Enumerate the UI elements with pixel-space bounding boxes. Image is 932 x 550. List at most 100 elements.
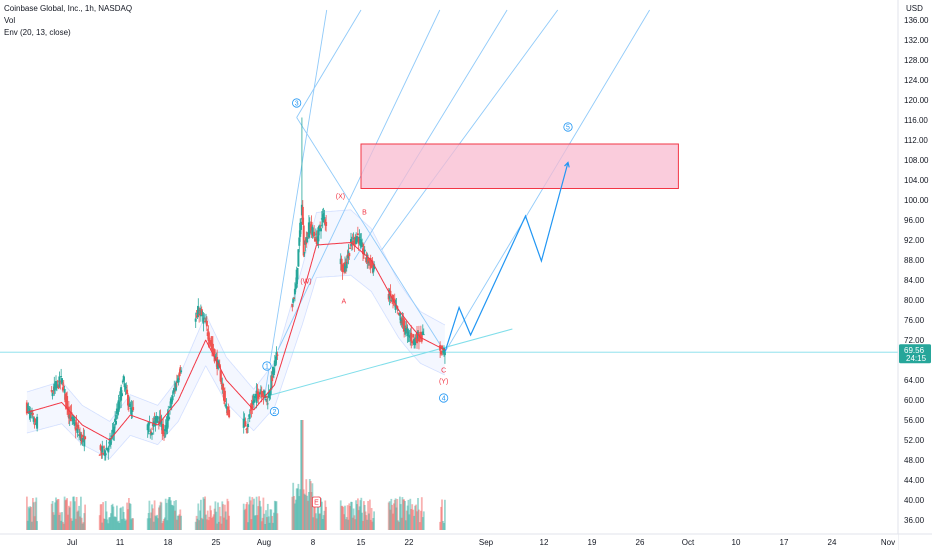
volume-bar xyxy=(254,515,256,530)
pitchfork-line[interactable] xyxy=(263,9,328,401)
wave-label-w[interactable]: (W) xyxy=(300,278,311,285)
volume-bar xyxy=(312,517,315,530)
volume-bar xyxy=(322,515,325,530)
last-price-badge[interactable] xyxy=(899,344,931,364)
pitchfork-line[interactable] xyxy=(296,117,446,353)
candle-body xyxy=(271,376,274,382)
volume-bar xyxy=(105,511,108,530)
wave-label-c[interactable]: C xyxy=(441,367,446,374)
volume-bar xyxy=(207,520,210,530)
chart-legend: Coinbase Global, Inc., 1h, NASDAQ Vol En… xyxy=(4,3,132,39)
candle-body xyxy=(311,226,314,235)
pitchfork-line[interactable] xyxy=(381,9,559,251)
wave-label-b[interactable]: B xyxy=(362,209,367,216)
candle-body xyxy=(175,381,178,383)
volume-bar xyxy=(99,504,102,530)
candle-body xyxy=(394,304,397,310)
candle-body xyxy=(228,409,231,418)
volume-bar xyxy=(362,520,364,530)
candle-body xyxy=(60,376,63,377)
volume-bar xyxy=(111,503,114,530)
volume-bar xyxy=(83,513,86,530)
time-axis[interactable]: Jul 11 18 25 Aug 8 15 22 Sep 12 19 26 Oct 10 17 24 Nov xyxy=(0,533,932,550)
volume-bar xyxy=(219,516,222,530)
candle-body xyxy=(421,331,424,335)
candle-body xyxy=(348,253,351,257)
candle-body xyxy=(34,418,37,423)
candle-body xyxy=(156,416,159,423)
time-tick-label: Nov xyxy=(881,538,895,547)
volume-bar xyxy=(197,503,200,530)
envelope-legend[interactable]: Env (20, 13, close) xyxy=(4,28,71,37)
volume-bar xyxy=(348,503,351,530)
volume-bar xyxy=(173,500,176,530)
price-tick-label: 36.00 xyxy=(904,516,925,525)
volume-legend[interactable]: Vol xyxy=(4,16,16,25)
candle-body xyxy=(113,426,116,434)
candle-body xyxy=(296,268,299,280)
candle-body xyxy=(203,317,206,319)
candle-body xyxy=(268,392,271,399)
volume-bar xyxy=(397,520,399,530)
volume-bar xyxy=(171,505,174,530)
pitchfork-line[interactable] xyxy=(296,9,362,118)
volume-bar xyxy=(130,519,133,530)
volume-bar xyxy=(272,522,274,530)
candle-body xyxy=(443,348,445,354)
candle-body xyxy=(361,242,364,247)
wave-label-3[interactable]: 3 xyxy=(292,98,302,108)
volume-bar xyxy=(297,483,300,530)
wave-label-circle xyxy=(262,361,272,371)
symbol-title[interactable]: Coinbase Global, Inc., 1h, NASDAQ xyxy=(4,4,133,13)
wave-label-4[interactable]: 4 xyxy=(439,393,449,403)
candle-body xyxy=(242,418,245,428)
volume-bar xyxy=(194,521,197,530)
volume-bar xyxy=(216,523,218,530)
candle-body xyxy=(217,362,220,367)
projection-arrowhead[interactable] xyxy=(564,161,570,168)
wave-label-a[interactable]: A xyxy=(342,298,347,305)
projection-path[interactable] xyxy=(444,162,569,353)
volume-bar xyxy=(98,515,101,530)
wave-label-1[interactable]: 1 xyxy=(262,361,272,371)
drawing-tools[interactable] xyxy=(0,9,898,401)
wave-label-5[interactable]: 5 xyxy=(563,122,573,132)
volume-bar xyxy=(270,509,273,530)
volume-bar xyxy=(211,517,213,530)
candle-body xyxy=(29,412,32,419)
bar-countdown: 24:15 xyxy=(906,354,927,363)
candle-body xyxy=(108,442,111,444)
envelope-lines xyxy=(26,242,446,441)
target-zone[interactable] xyxy=(360,143,679,189)
volume-bar xyxy=(395,507,398,530)
volume-bar xyxy=(258,496,260,530)
pitchfork-line[interactable] xyxy=(353,9,508,261)
volume-bar xyxy=(253,498,255,530)
volume-bar xyxy=(52,512,55,530)
volume-bar xyxy=(68,507,71,530)
wave-label-y[interactable]: (Y) xyxy=(439,378,448,385)
price-axis[interactable]: USD 36.00 40.00 44.00 48.00 52.00 56.00 60.00 64… xyxy=(897,0,932,550)
volume-bar xyxy=(250,519,253,530)
candle-body xyxy=(222,384,225,391)
candle-body xyxy=(310,221,313,231)
volume-bar xyxy=(409,498,412,530)
candle-body xyxy=(344,264,346,272)
candle-body xyxy=(260,391,263,397)
candle-body xyxy=(224,404,227,407)
volume-bar xyxy=(115,517,117,530)
volume-bar xyxy=(416,511,418,530)
support-trendline[interactable] xyxy=(270,328,513,396)
wave-label-2[interactable]: 2 xyxy=(269,406,280,417)
volume-bar xyxy=(177,515,180,530)
pitchfork-line[interactable] xyxy=(277,9,441,351)
candle-body xyxy=(362,250,365,255)
wave-label-e[interactable]: E xyxy=(312,496,321,508)
volume-bar xyxy=(159,501,162,530)
candle-body xyxy=(114,418,117,423)
candle-body xyxy=(441,345,443,349)
candle-body xyxy=(57,385,60,389)
wave-labels[interactable]: 1 2 3 4 5 (W) (X) (Y) A B C E xyxy=(262,98,573,508)
wave-label-x[interactable]: (X) xyxy=(336,193,345,200)
